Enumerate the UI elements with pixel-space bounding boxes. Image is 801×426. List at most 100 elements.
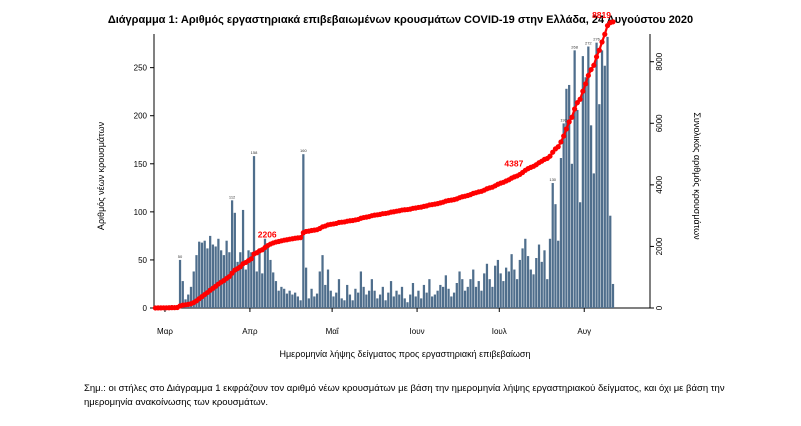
- bar-value-label: 50: [178, 254, 183, 259]
- bar: [230, 200, 234, 308]
- bar: [367, 290, 371, 308]
- bar: [263, 238, 267, 308]
- bar: [241, 209, 245, 308]
- cumulative-point: [547, 153, 553, 159]
- bar: [447, 288, 450, 308]
- y-axis-label-left: Αριθμός νέων κρουσμάτων: [96, 121, 106, 230]
- bar-series-new-cases: [154, 36, 615, 309]
- cumulative-point: [593, 54, 600, 60]
- bar: [494, 265, 497, 308]
- bar: [518, 259, 521, 308]
- x-tick-label: Μαρ: [157, 327, 173, 336]
- y-right-tick-label: 0: [655, 305, 664, 310]
- cumulative-point: [599, 39, 605, 45]
- bar: [433, 294, 437, 308]
- bar: [296, 296, 299, 308]
- y-left-tick-label: 100: [134, 208, 148, 217]
- bar: [332, 296, 335, 308]
- bar: [277, 290, 280, 308]
- x-tick-label: Ιουν: [410, 327, 425, 336]
- bar: [483, 273, 486, 308]
- bar: [294, 292, 297, 308]
- bar: [609, 215, 612, 308]
- bar: [444, 275, 447, 308]
- footnote: Σημ.: οι στήλες στο Διάγραμμα 1 εκφράζου…: [84, 383, 725, 408]
- bar-value-label: 158: [251, 150, 258, 155]
- bar: [611, 283, 615, 308]
- bar: [409, 294, 412, 308]
- cumulative-label: 8819: [592, 10, 611, 20]
- cumulative-point: [555, 144, 561, 150]
- bar: [365, 294, 368, 308]
- bar: [220, 250, 223, 308]
- bar: [299, 300, 302, 308]
- bar: [244, 269, 247, 308]
- bar: [543, 250, 546, 308]
- y-axis-label-right: Συνολικός αριθμός κρουσμάτων: [692, 112, 702, 240]
- bar: [532, 274, 535, 308]
- bar: [439, 284, 442, 308]
- bar: [389, 281, 393, 308]
- y-right-tick-label: 8000: [655, 52, 664, 70]
- bar: [192, 271, 195, 308]
- bar: [488, 279, 491, 308]
- bar: [526, 256, 530, 308]
- chart-axes: 0 50 100 150 200 250 0 2000 4000 6000 8000 Μαρ Απρ Μα…: [134, 34, 664, 336]
- bar: [499, 273, 502, 308]
- bar: [370, 279, 373, 308]
- bar: [458, 271, 461, 308]
- bar: [477, 281, 480, 308]
- x-tick-label: Μαΐ: [326, 327, 340, 336]
- bar: [348, 294, 352, 308]
- x-tick-label: Απρ: [242, 327, 258, 336]
- y-right-tick-label: 6000: [655, 114, 664, 132]
- bar-value-label: 130: [549, 177, 556, 182]
- bar: [455, 283, 458, 308]
- bar: [395, 290, 398, 308]
- x-axis-label: Ημερομηνία λήψης δείγματος προς εργαστηρ…: [280, 349, 531, 359]
- bar: [381, 286, 384, 308]
- bar: [387, 292, 390, 308]
- line-value-labels: 2206 4387 8819: [258, 10, 612, 240]
- bar: [546, 279, 549, 308]
- bar: [600, 50, 604, 308]
- cumulative-point: [248, 256, 254, 262]
- bar: [329, 290, 332, 308]
- x-tick-label: Ιουλ: [492, 327, 507, 336]
- bar: [211, 244, 215, 308]
- cumulative-point: [563, 126, 570, 132]
- bar: [491, 286, 494, 308]
- bar: [351, 300, 354, 308]
- bar: [378, 294, 382, 308]
- bar: [540, 261, 543, 308]
- bar: [261, 273, 264, 308]
- bar: [436, 290, 439, 308]
- bar-value-label: 192: [560, 117, 567, 122]
- line-series-cumulative: [152, 19, 616, 311]
- cumulative-label: 4387: [504, 158, 523, 168]
- bar: [340, 298, 343, 308]
- bar: [354, 288, 357, 308]
- cumulative-point: [583, 81, 589, 87]
- bar: [505, 267, 508, 308]
- bar-value-label: 276: [593, 37, 600, 42]
- y-left-tick-label: 0: [143, 304, 148, 313]
- bar: [178, 259, 182, 308]
- bar: [554, 204, 557, 308]
- bar: [362, 286, 365, 308]
- bar: [359, 271, 363, 308]
- bar: [422, 284, 426, 308]
- bar: [521, 248, 524, 308]
- cumulative-point: [298, 235, 304, 241]
- bar: [510, 254, 513, 308]
- bar: [203, 240, 206, 308]
- bar: [537, 244, 541, 308]
- bar: [589, 125, 593, 308]
- bar: [559, 158, 563, 308]
- y-right-tick-label: 4000: [655, 175, 664, 193]
- bar: [310, 288, 313, 308]
- bar: [562, 123, 565, 309]
- bar: [283, 288, 286, 308]
